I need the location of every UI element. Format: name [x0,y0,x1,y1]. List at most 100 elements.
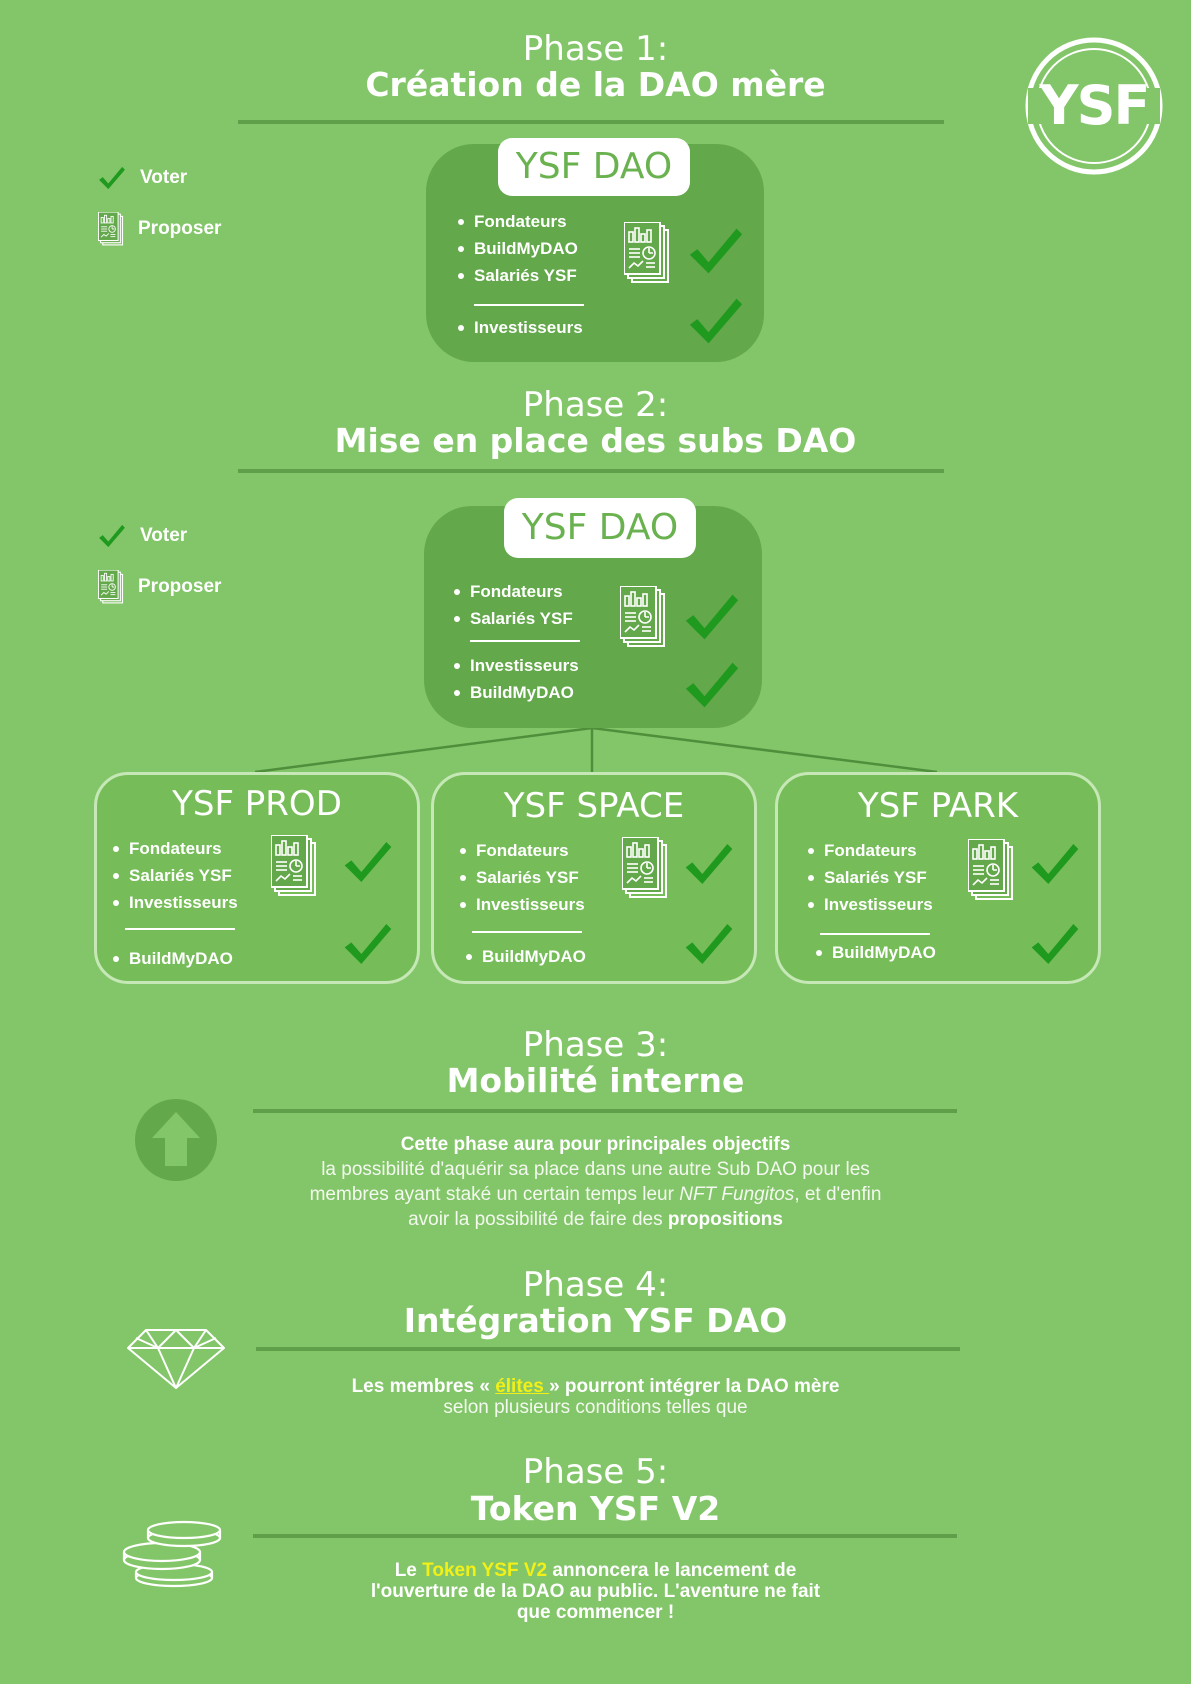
list-item: Fondateurs [458,837,585,864]
phase-5-number: Phase 5: [522,1452,669,1492]
vote-check-icon [688,296,744,346]
members-separator [125,928,235,930]
list-item: BuildMyDAO [452,679,579,706]
legend-propose: Proposer [98,570,221,604]
phase-1-divider [238,120,944,124]
vote-check-icon [343,839,393,885]
sub-dao-members-top: Fondateurs Salariés YSF Investisseurs [806,837,933,918]
list-item: BuildMyDAO [111,945,233,972]
sub-dao-members-bottom: BuildMyDAO [464,943,586,970]
phase-5-line-2: l'ouverture de la DAO au public. L'avent… [370,1581,821,1602]
list-item: BuildMyDAO [814,939,936,966]
phase-1-members-top: Fondateurs BuildMyDAO Salariés YSF [456,208,578,289]
phase-4-title: Intégration YSF DAO [403,1301,788,1340]
elites-link[interactable]: élites [495,1376,550,1397]
diamond-icon [127,1329,225,1389]
phase-1-members-bottom: Investisseurs [456,314,583,341]
proposal-document-icon [271,835,317,897]
phase-3-line-2: membres ayant staké un certain temps leu… [309,1184,882,1205]
proposal-document-icon [968,839,1014,901]
arrow-up-icon [135,1099,217,1181]
vote-check-icon [343,921,393,967]
sub-dao-members-top: Fondateurs Salariés YSF Investisseurs [458,837,585,918]
phase-5-line-3: que commencer ! [516,1602,675,1623]
legend-propose-label: Proposer [138,218,222,239]
sub-dao-title: YSF PARK [857,786,1019,826]
document-icon [98,570,124,604]
phase-2-members-bottom: Investisseurs BuildMyDAO [452,652,579,706]
members-separator [472,931,582,933]
list-item: Fondateurs [452,578,573,605]
sub-dao-members-bottom: BuildMyDAO [814,939,936,966]
legend-vote-label: Voter [140,167,188,188]
list-item: Investisseurs [458,891,585,918]
check-icon [98,524,126,548]
phase-2-divider [238,469,944,473]
phase-3-title: Mobilité interne [446,1061,745,1100]
vote-check-icon [684,921,734,967]
phase-4-lead: Les membres « élites » pourront intégrer… [351,1376,840,1397]
phase-2-dao-badge: YSF DAO [504,498,696,558]
list-item: Investisseurs [111,889,238,916]
token-highlight: Token YSF V2 [422,1560,548,1581]
vote-check-icon [684,841,734,887]
vote-check-icon [688,226,744,276]
phase-3-divider [253,1109,957,1113]
phase-1-dao-badge: YSF DAO [498,138,690,196]
list-item: Salariés YSF [452,605,573,632]
phase-3-line-3: avoir la possibilité de faire des propos… [408,1209,783,1230]
sub-dao-title: YSF PROD [172,784,342,824]
phase-3-lead: Cette phase aura pour principales object… [400,1134,791,1155]
phase-3-number: Phase 3: [522,1025,669,1065]
phase-4-line-2: selon plusieurs conditions telles que [443,1397,748,1418]
list-item: Fondateurs [111,835,238,862]
phase-1-number: Phase 1: [522,29,669,69]
phase-1-title: Création de la DAO mère [365,65,826,104]
phase-3-line-1: la possibilité d'aquérir sa place dans u… [321,1159,870,1180]
phase-5-line-1: Le Token YSF V2 annoncera le lancement d… [394,1560,797,1581]
list-item: BuildMyDAO [456,235,578,262]
legend-propose-label: Proposer [138,576,222,597]
legend-vote-label: Voter [140,525,188,546]
logo-text: YSF [1039,74,1151,137]
sub-dao-ysf-prod: YSF PROD Fondateurs Salariés YSF Investi… [94,772,420,984]
sub-dao-members-top: Fondateurs Salariés YSF Investisseurs [111,835,238,916]
phase-4-divider [256,1347,960,1351]
phase-2-members-top: Fondateurs Salariés YSF [452,578,573,632]
check-icon [98,166,126,190]
sub-dao-title: YSF SPACE [503,786,685,826]
vote-check-icon [684,660,740,710]
document-icon [98,212,124,246]
members-separator [470,640,580,642]
proposal-document-icon [620,586,666,648]
hierarchy-connectors [254,726,938,774]
phase-2-dao-box: Fondateurs Salariés YSF Investisseurs Bu… [424,506,762,728]
phase-4-number: Phase 4: [522,1265,669,1305]
list-item: Salariés YSF [456,262,578,289]
sub-dao-ysf-park: YSF PARK Fondateurs Salariés YSF Investi… [775,772,1101,984]
vote-check-icon [1030,921,1080,967]
phase-3-description: Cette phase aura pour principales object… [0,1132,1191,1232]
list-item: Investisseurs [806,891,933,918]
legend-vote: Voter [98,524,187,548]
list-item: Salariés YSF [806,864,933,891]
phase-5-title: Token YSF V2 [470,1489,721,1528]
list-item: BuildMyDAO [464,943,586,970]
coins-icon [122,1520,222,1588]
list-item: Salariés YSF [111,862,238,889]
phase-4-description: Les membres « élites » pourront intégrer… [0,1376,1191,1418]
ysf-logo: YSF [1024,36,1164,176]
members-separator [820,933,930,935]
proposal-document-icon [624,222,670,284]
sub-dao-ysf-space: YSF SPACE Fondateurs Salariés YSF Invest… [431,772,757,984]
phase-2-number: Phase 2: [522,385,669,425]
vote-check-icon [684,592,740,642]
sub-dao-members-bottom: BuildMyDAO [111,945,233,972]
list-item: Salariés YSF [458,864,585,891]
vote-check-icon [1030,841,1080,887]
members-separator [474,304,584,306]
phase-2-title: Mise en place des subs DAO [334,421,857,460]
list-item: Fondateurs [456,208,578,235]
proposal-document-icon [622,837,668,899]
list-item: Investisseurs [452,652,579,679]
